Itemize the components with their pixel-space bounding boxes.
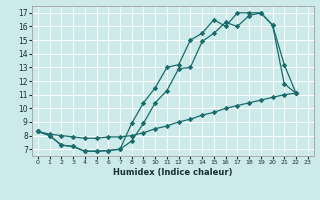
X-axis label: Humidex (Indice chaleur): Humidex (Indice chaleur) [113, 168, 233, 177]
